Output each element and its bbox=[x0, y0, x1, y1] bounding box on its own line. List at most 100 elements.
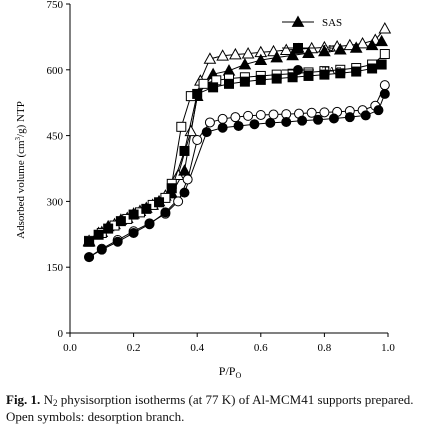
data-point-sas-desorption bbox=[229, 47, 242, 60]
legend-marker-sb bbox=[293, 43, 303, 53]
data-point-tas-desorption bbox=[182, 174, 193, 185]
data-point-sas-adsorption bbox=[318, 44, 331, 57]
data-point-sb-adsorption bbox=[376, 59, 387, 70]
data-point-tas-desorption bbox=[204, 117, 215, 128]
data-point-sb-adsorption bbox=[93, 229, 104, 240]
data-point-sb-adsorption bbox=[351, 66, 362, 77]
data-point-tas-desorption bbox=[230, 112, 241, 123]
data-point-sb-adsorption bbox=[115, 216, 126, 227]
data-point-tas-desorption bbox=[306, 107, 317, 118]
data-point-tas-adsorption bbox=[328, 113, 339, 124]
data-point-sas-desorption bbox=[279, 43, 293, 55]
y-tick-label: 600 bbox=[47, 65, 64, 77]
data-point-tas-adsorption bbox=[249, 119, 260, 130]
data-point-tas-adsorption bbox=[373, 105, 384, 116]
data-point-tas-adsorption bbox=[281, 117, 292, 128]
caption-figure-label: Fig. 1. bbox=[6, 392, 41, 407]
caption-subscript: 2 bbox=[52, 398, 58, 408]
data-point-sb-adsorption bbox=[192, 88, 203, 99]
data-point-sb-adsorption bbox=[287, 72, 298, 83]
data-point-sb-adsorption bbox=[367, 63, 378, 74]
data-point-sb-desorption bbox=[379, 49, 390, 60]
data-point-tas-desorption bbox=[268, 109, 279, 120]
data-point-sas-adsorption bbox=[238, 58, 252, 70]
y-tick-label: 750 bbox=[47, 0, 64, 11]
chart-axes bbox=[69, 4, 388, 334]
data-point-sas-adsorption bbox=[333, 43, 347, 55]
x-tick-label: 0.6 bbox=[254, 342, 268, 354]
data-point-sas-desorption bbox=[203, 52, 217, 64]
data-point-sb-adsorption bbox=[103, 223, 114, 234]
y-tick-label: 300 bbox=[47, 196, 64, 208]
data-point-sb-adsorption bbox=[141, 203, 152, 214]
data-point-sas-adsorption bbox=[302, 46, 315, 59]
data-point-tas-adsorption bbox=[360, 110, 371, 121]
legend-label-sas: SAS bbox=[322, 17, 342, 29]
data-point-sas-desorption bbox=[356, 36, 369, 49]
data-point-sb-adsorption bbox=[154, 197, 165, 208]
data-point-sas-adsorption bbox=[270, 50, 284, 63]
isotherm-chart: 0.0 0.2 0.4 0.6 0.8 1.0 0 150 300 450 600 750 SAS SB… bbox=[14, 0, 396, 380]
data-point-sas-adsorption bbox=[375, 34, 388, 47]
data-point-sas-desorption bbox=[241, 47, 255, 59]
data-point-sas-adsorption bbox=[365, 38, 379, 51]
data-point-tas-adsorption bbox=[233, 120, 244, 131]
data-point-sb-adsorption bbox=[84, 236, 95, 247]
data-point-sb-adsorption bbox=[271, 73, 282, 84]
data-point-sb-adsorption bbox=[335, 68, 346, 79]
x-tick-label: 0.8 bbox=[318, 342, 332, 354]
data-point-sb-adsorption bbox=[239, 76, 250, 87]
caption-text-before: N bbox=[40, 392, 53, 407]
data-point-tas-adsorption bbox=[217, 122, 228, 133]
data-point-sas-adsorption bbox=[349, 41, 363, 53]
data-point-tas-adsorption bbox=[179, 187, 190, 198]
data-point-tas-adsorption bbox=[96, 244, 107, 255]
data-point-sb-desorption bbox=[176, 121, 187, 132]
chart-legend: SAS SB TAS bbox=[282, 15, 342, 77]
legend-marker-sas bbox=[291, 15, 305, 27]
data-point-sb-adsorption bbox=[224, 78, 234, 89]
data-point-sas-adsorption bbox=[254, 53, 268, 66]
legend-label-sb: SB bbox=[322, 43, 335, 55]
chart-plot-area bbox=[82, 22, 392, 263]
data-point-sas-desorption bbox=[343, 38, 357, 51]
y-axis-label: Adsorbed volume (cm3/g) NTP bbox=[14, 101, 27, 239]
legend-marker-tas bbox=[293, 65, 303, 75]
data-point-sas-desorption bbox=[378, 22, 392, 34]
data-point-tas-desorption bbox=[243, 110, 254, 121]
chart-ticks: 0.0 0.2 0.4 0.6 0.8 1.0 0 150 300 450 600 750 bbox=[47, 0, 396, 354]
data-point-sb-adsorption bbox=[255, 74, 266, 85]
data-point-tas-desorption bbox=[379, 80, 390, 91]
data-point-tas-desorption bbox=[192, 134, 203, 145]
legend-label-tas: TAS bbox=[322, 65, 342, 77]
data-point-sas-adsorption bbox=[286, 48, 299, 61]
data-point-tas-adsorption bbox=[379, 88, 390, 99]
x-axis-label: P/PO bbox=[219, 364, 242, 380]
x-tick-label: 0.4 bbox=[190, 342, 204, 354]
data-point-sas-desorption bbox=[216, 49, 229, 61]
figure-caption: Fig. 1. N2 physisorption isotherms (at 7… bbox=[6, 391, 418, 425]
data-point-tas-adsorption bbox=[313, 114, 324, 125]
x-tick-label: 0.2 bbox=[127, 342, 141, 354]
data-point-tas-adsorption bbox=[344, 112, 355, 123]
data-point-sb-adsorption bbox=[179, 145, 190, 156]
data-point-tas-adsorption bbox=[84, 252, 95, 263]
data-point-sb-adsorption bbox=[319, 69, 330, 80]
y-tick-label: 450 bbox=[47, 131, 64, 143]
caption-text-after: physisorption isotherms (at 77 K) of Al-… bbox=[6, 392, 414, 424]
data-point-sb-desorption bbox=[198, 78, 209, 89]
data-point-sb-adsorption bbox=[166, 183, 177, 194]
data-point-sas-desorption bbox=[184, 124, 198, 137]
data-point-tas-adsorption bbox=[144, 219, 155, 230]
data-point-tas-adsorption bbox=[201, 127, 212, 138]
data-point-tas-desorption bbox=[217, 113, 228, 124]
data-point-tas-desorption bbox=[255, 109, 266, 120]
data-point-sb-adsorption bbox=[208, 82, 219, 93]
data-point-sas-adsorption bbox=[178, 164, 191, 176]
data-point-tas-adsorption bbox=[112, 236, 123, 247]
data-point-tas-adsorption bbox=[160, 207, 171, 218]
data-point-sb-adsorption bbox=[303, 70, 314, 81]
data-point-sb-adsorption bbox=[128, 209, 139, 220]
x-tick-label: 0.0 bbox=[63, 342, 77, 354]
data-point-tas-adsorption bbox=[297, 115, 308, 126]
